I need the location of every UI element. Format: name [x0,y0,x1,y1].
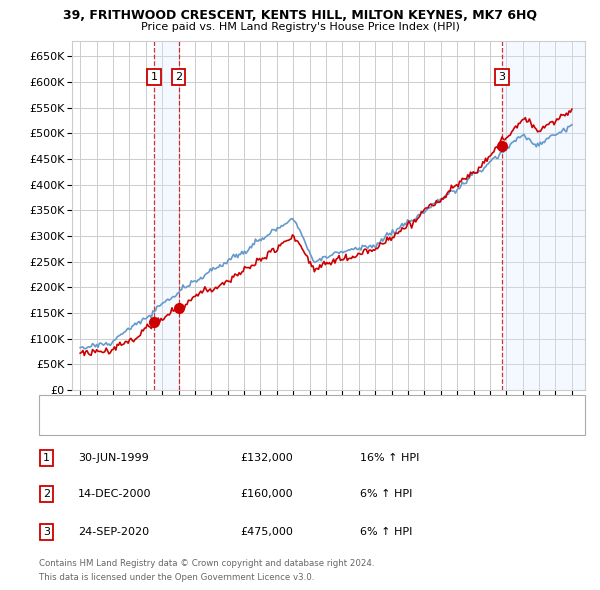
Text: £475,000: £475,000 [240,527,293,537]
Text: £132,000: £132,000 [240,453,293,463]
Text: 16% ↑ HPI: 16% ↑ HPI [360,453,419,463]
Text: 2: 2 [175,72,182,82]
Text: 2: 2 [43,489,50,499]
Text: 6% ↑ HPI: 6% ↑ HPI [360,527,412,537]
Text: 30-JUN-1999: 30-JUN-1999 [78,453,149,463]
Text: 39, FRITHWOOD CRESCENT, KENTS HILL, MILTON KEYNES, MK7 6HQ: 39, FRITHWOOD CRESCENT, KENTS HILL, MILT… [63,9,537,22]
Text: Price paid vs. HM Land Registry's House Price Index (HPI): Price paid vs. HM Land Registry's House … [140,22,460,32]
Text: This data is licensed under the Open Government Licence v3.0.: This data is licensed under the Open Gov… [39,573,314,582]
Text: 14-DEC-2000: 14-DEC-2000 [78,489,151,499]
Text: Contains HM Land Registry data © Crown copyright and database right 2024.: Contains HM Land Registry data © Crown c… [39,559,374,568]
Text: 6% ↑ HPI: 6% ↑ HPI [360,489,412,499]
Bar [154,41,179,390]
Text: 3: 3 [43,527,50,537]
Text: 1: 1 [43,453,50,463]
Text: £160,000: £160,000 [240,489,293,499]
Text: 1: 1 [151,72,157,82]
Text: 24-SEP-2020: 24-SEP-2020 [78,527,149,537]
Bar [502,41,585,390]
Text: HPI: Average price, detached house, Milton Keynes: HPI: Average price, detached house, Milt… [69,419,318,429]
Text: 3: 3 [499,72,505,82]
Text: 39, FRITHWOOD CRESCENT, KENTS HILL, MILTON KEYNES, MK7 6HQ (detached house): 39, FRITHWOOD CRESCENT, KENTS HILL, MILT… [69,401,491,411]
